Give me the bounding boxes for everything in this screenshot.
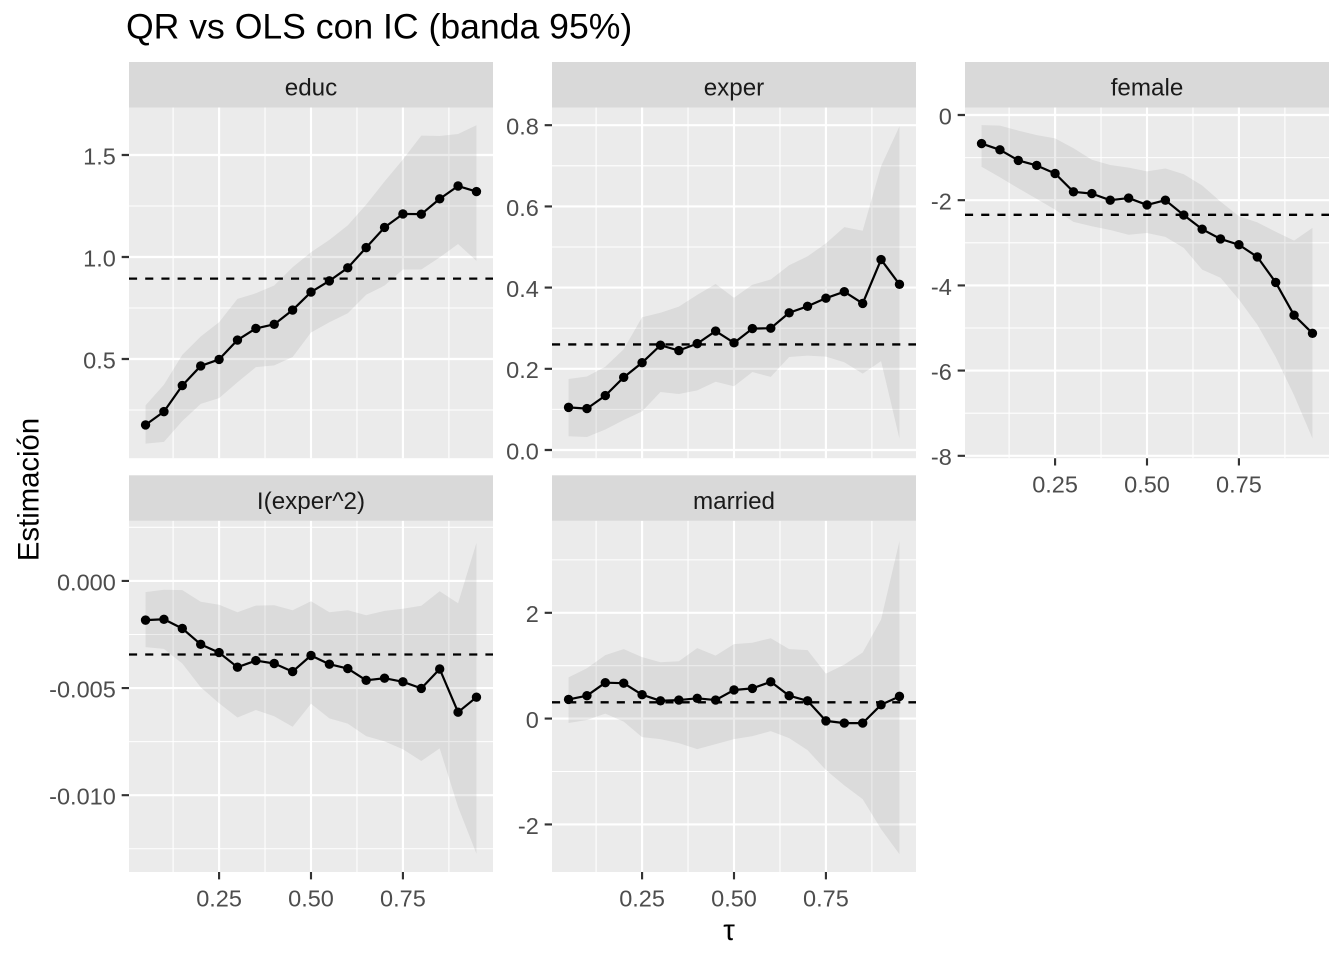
svg-text:-6: -6: [931, 359, 952, 385]
svg-text:0.75: 0.75: [803, 886, 849, 912]
svg-text:Estimación: Estimación: [13, 418, 46, 561]
svg-text:0.25: 0.25: [619, 886, 665, 912]
svg-text:2: 2: [526, 601, 539, 627]
svg-text:τ: τ: [723, 914, 735, 947]
svg-text:1.0: 1.0: [83, 245, 116, 271]
svg-text:0.5: 0.5: [83, 347, 116, 373]
svg-text:0.75: 0.75: [1216, 472, 1262, 498]
svg-text:0.0: 0.0: [506, 438, 539, 464]
svg-text:1.5: 1.5: [83, 143, 116, 169]
svg-text:0.4: 0.4: [506, 276, 539, 302]
svg-text:married: married: [693, 488, 775, 515]
svg-text:0.50: 0.50: [711, 886, 757, 912]
svg-text:0.50: 0.50: [1124, 472, 1170, 498]
svg-text:-4: -4: [931, 274, 952, 300]
svg-text:I(exper^2): I(exper^2): [257, 488, 365, 515]
svg-text:-0.005: -0.005: [49, 676, 116, 702]
svg-text:0.8: 0.8: [506, 114, 539, 140]
svg-text:0.25: 0.25: [1032, 472, 1078, 498]
svg-text:0: 0: [526, 707, 539, 733]
svg-text:0.75: 0.75: [380, 886, 426, 912]
svg-text:0: 0: [939, 103, 952, 129]
svg-text:0.50: 0.50: [288, 886, 334, 912]
svg-text:-2: -2: [931, 189, 952, 215]
svg-text:educ: educ: [285, 74, 337, 101]
svg-text:-8: -8: [931, 444, 952, 470]
svg-text:QR vs OLS con IC (banda 95%): QR vs OLS con IC (banda 95%): [126, 7, 632, 47]
svg-text:0.25: 0.25: [196, 886, 242, 912]
svg-text:exper: exper: [704, 74, 765, 101]
svg-text:-2: -2: [518, 813, 539, 839]
svg-text:female: female: [1111, 74, 1184, 101]
svg-text:-0.010: -0.010: [49, 784, 116, 810]
svg-text:0.000: 0.000: [57, 569, 116, 595]
svg-text:0.6: 0.6: [506, 195, 539, 221]
svg-text:0.2: 0.2: [506, 357, 539, 383]
